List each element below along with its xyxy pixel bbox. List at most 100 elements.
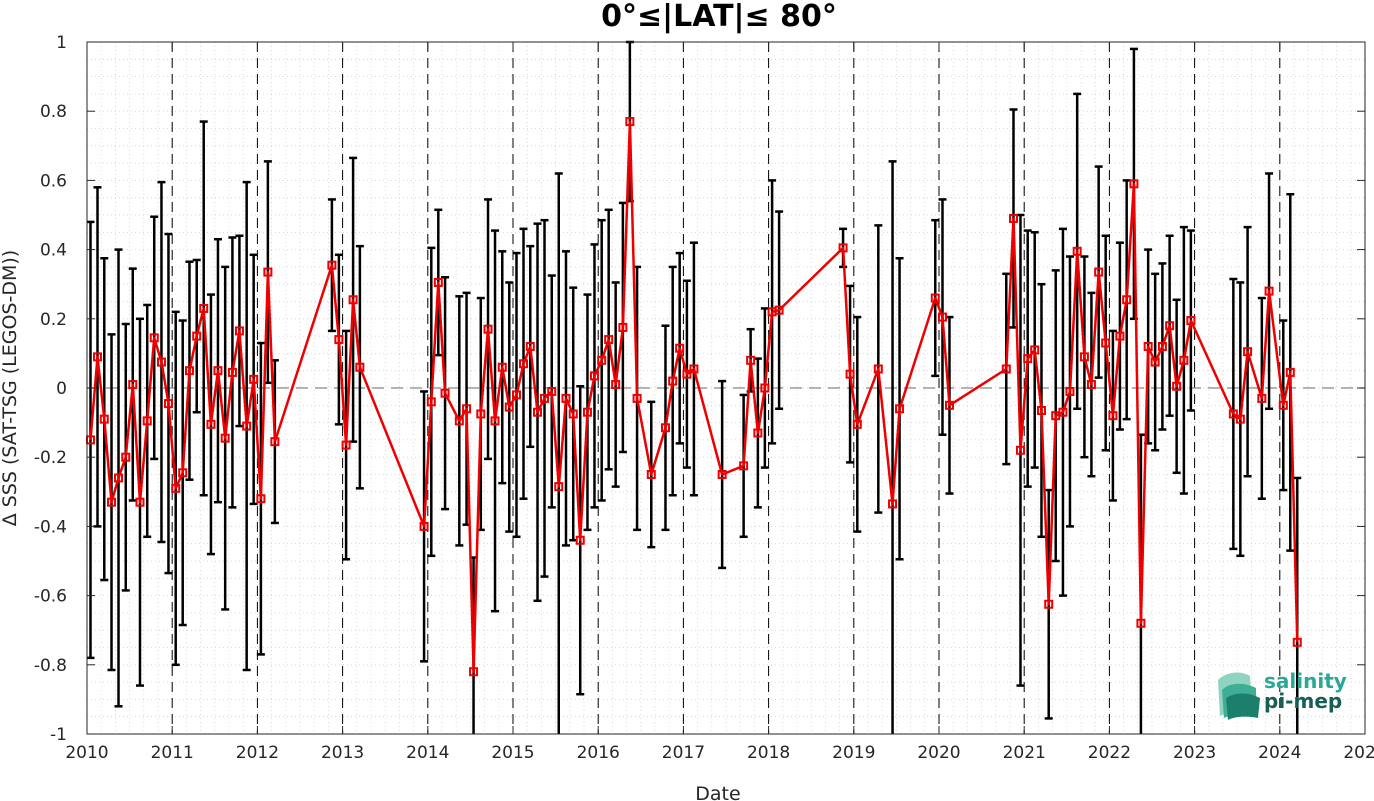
data-point-marker — [604, 335, 614, 345]
data-point-marker — [199, 303, 209, 313]
data-point-marker — [611, 380, 621, 390]
data-point-marker — [270, 437, 280, 447]
data-point-marker — [490, 416, 500, 426]
data-point-marker — [1023, 354, 1033, 364]
data-point-marker — [675, 343, 685, 353]
salinity-pi-mep-logo: salinity pi-mep — [1218, 669, 1347, 720]
data-point-marker — [540, 393, 550, 403]
data-point-marker — [760, 383, 770, 393]
data-point-marker — [519, 359, 529, 369]
y-tick-label: -0.2 — [34, 448, 67, 468]
y-tick-label: 0.2 — [40, 310, 67, 330]
x-tick-label: 2019 — [832, 743, 875, 763]
data-point-marker — [1008, 213, 1018, 223]
data-point-marker — [632, 393, 642, 403]
x-tick-label: 2012 — [236, 743, 279, 763]
data-point-marker — [1136, 618, 1146, 628]
x-tick-label: 2021 — [1003, 743, 1046, 763]
data-point-marker — [220, 433, 230, 443]
axes — [86, 41, 1366, 735]
y-tick-label: -0.4 — [34, 517, 67, 537]
x-tick-label: 2025 — [1343, 743, 1374, 763]
y-tick-label: -1 — [50, 725, 67, 745]
y-tick-label: 0 — [56, 379, 67, 399]
data-point-marker — [1150, 357, 1160, 367]
data-point-marker — [582, 407, 592, 417]
data-point-marker — [1157, 341, 1167, 351]
data-point-marker — [646, 470, 656, 479]
data-point-marker — [739, 461, 749, 471]
data-point-marker — [1165, 321, 1175, 331]
data-point-marker — [1115, 331, 1125, 341]
data-point-marker — [1257, 393, 1267, 403]
data-point-marker — [1235, 414, 1245, 424]
data-point-marker — [1292, 637, 1302, 647]
data-point-marker — [142, 416, 152, 426]
data-point-marker — [135, 497, 145, 507]
y-tick-label: 0.8 — [40, 102, 67, 122]
data-point-marker — [213, 366, 223, 376]
data-point-marker — [107, 497, 117, 507]
data-point-marker — [462, 404, 472, 414]
data-point-marker — [192, 331, 202, 341]
data-point-marker — [845, 369, 855, 379]
data-point-marker — [483, 324, 493, 334]
data-point-marker — [440, 388, 450, 398]
y-tick-label: -0.8 — [34, 656, 67, 676]
data-point-marker — [1094, 267, 1104, 277]
data-point-marker — [895, 404, 905, 414]
data-point-marker — [256, 494, 266, 504]
data-point-marker — [114, 473, 124, 483]
data-point-marker — [1129, 179, 1139, 189]
data-point-marker — [1143, 341, 1153, 351]
data-series — [86, 117, 1302, 677]
logo-line-2: pi-mep — [1264, 689, 1342, 713]
data-point-marker — [1044, 599, 1054, 609]
data-point-marker — [554, 482, 564, 492]
data-point-marker — [525, 341, 535, 351]
data-point-marker — [1001, 364, 1011, 374]
x-tick-label: 2016 — [577, 743, 620, 763]
data-point-marker — [753, 428, 763, 438]
data-point-marker — [618, 322, 628, 332]
data-point-marker — [1101, 338, 1111, 348]
data-point-marker — [1186, 316, 1196, 326]
tick-labels: 2010 2011 2012 2013 2014 2015 2016 2017 2018 2019… — [34, 33, 1374, 763]
data-point-marker — [242, 421, 252, 431]
data-point-marker — [668, 376, 678, 386]
data-point-marker — [249, 374, 259, 384]
data-point-marker — [504, 402, 514, 412]
data-point-marker — [682, 369, 692, 379]
wave-logo-icon — [1218, 672, 1260, 720]
data-point-marker — [156, 357, 166, 367]
data-point-marker — [1228, 409, 1238, 419]
data-point-marker — [206, 419, 216, 429]
data-point-marker — [1079, 352, 1089, 362]
data-point-marker — [512, 390, 522, 400]
data-point-marker — [660, 423, 670, 433]
y-tick-label: 1 — [56, 33, 67, 53]
reference-lines — [87, 42, 1365, 734]
data-point-marker — [888, 499, 898, 509]
data-point-marker — [171, 483, 181, 493]
x-tick-label: 2013 — [321, 743, 364, 763]
y-tick-label: 0.6 — [40, 171, 67, 191]
x-tick-label: 2023 — [1173, 743, 1216, 763]
logo-line-1: salinity — [1264, 669, 1347, 693]
x-tick-label: 2020 — [917, 743, 960, 763]
data-point-marker — [589, 371, 599, 381]
data-point-marker — [1285, 367, 1295, 377]
data-point-marker — [930, 293, 940, 303]
data-point-marker — [717, 470, 727, 479]
data-point-marker — [937, 312, 947, 322]
data-point-marker — [454, 416, 464, 426]
data-point-marker — [1278, 400, 1288, 410]
x-tick-label: 2015 — [491, 743, 534, 763]
data-point-marker — [355, 362, 365, 372]
x-tick-label: 2024 — [1258, 743, 1301, 763]
data-point-marker — [1030, 345, 1040, 355]
data-point-marker — [149, 333, 159, 343]
data-point-marker — [469, 667, 479, 677]
x-tick-label: 2017 — [662, 743, 705, 763]
